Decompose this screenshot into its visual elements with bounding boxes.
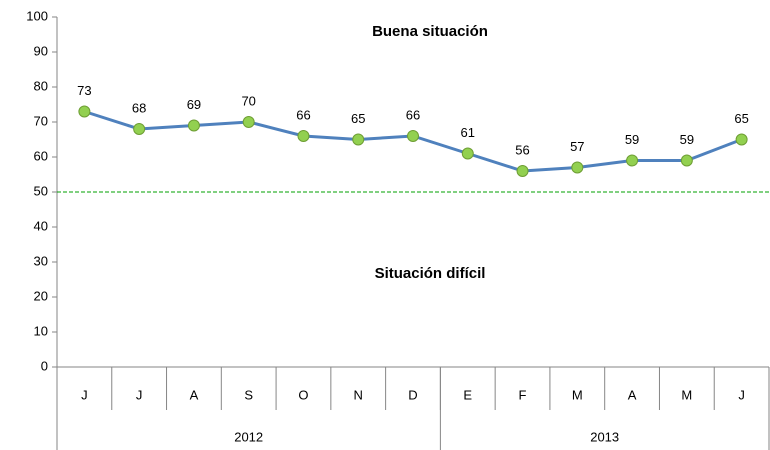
x-tick-label: J (136, 387, 143, 402)
data-point (187, 119, 200, 132)
y-tick-label: 100 (26, 8, 48, 23)
data-label: 57 (570, 139, 584, 154)
x-tick-label: N (354, 387, 363, 402)
x-tick-label: F (519, 387, 527, 402)
annotation: Buena situación (372, 23, 488, 40)
x-tick-label: A (190, 387, 199, 402)
y-tick-label: 90 (34, 43, 48, 58)
x-tick-label: D (408, 387, 417, 402)
data-label: 56 (515, 142, 529, 157)
data-point (78, 105, 91, 118)
data-point (516, 165, 529, 177)
annotation: Situación difícil (375, 265, 486, 282)
x-tick-label: M (681, 387, 692, 402)
x-tick-label: E (463, 387, 472, 402)
y-tick-label: 0 (41, 358, 48, 373)
data-label: 73 (77, 83, 91, 98)
data-point (297, 130, 310, 142)
data-point (735, 133, 748, 146)
data-label: 66 (406, 107, 420, 122)
x-group-label: 2013 (590, 429, 619, 444)
data-point (626, 154, 639, 167)
data-point (133, 123, 146, 135)
y-tick-label: 50 (34, 183, 48, 198)
data-point (352, 133, 365, 146)
y-tick-label: 10 (34, 323, 48, 338)
x-tick-label: S (244, 387, 253, 402)
data-label: 68 (132, 100, 146, 115)
data-point (571, 161, 584, 174)
data-point (461, 147, 474, 160)
y-tick-label: 20 (34, 288, 48, 303)
data-label: 65 (734, 111, 748, 126)
data-label: 69 (187, 97, 201, 112)
data-label: 65 (351, 111, 365, 126)
y-tick-label: 60 (34, 148, 48, 163)
data-label: 61 (461, 125, 475, 140)
y-tick-label: 40 (34, 218, 48, 233)
y-tick-label: 80 (34, 78, 48, 93)
data-label: 59 (680, 132, 694, 147)
x-tick-label: J (738, 387, 745, 402)
x-tick-label: A (628, 387, 637, 402)
data-point (242, 116, 255, 128)
x-group-label: 2012 (234, 429, 263, 444)
data-label: 59 (625, 132, 639, 147)
y-tick-label: 70 (34, 113, 48, 128)
y-tick-label: 30 (34, 253, 48, 268)
x-tick-label: M (572, 387, 583, 402)
data-label: 66 (296, 107, 310, 122)
data-point (407, 130, 419, 142)
data-label: 70 (241, 93, 255, 108)
x-tick-label: O (298, 387, 308, 402)
data-point (680, 154, 693, 167)
x-tick-label: J (81, 387, 88, 402)
